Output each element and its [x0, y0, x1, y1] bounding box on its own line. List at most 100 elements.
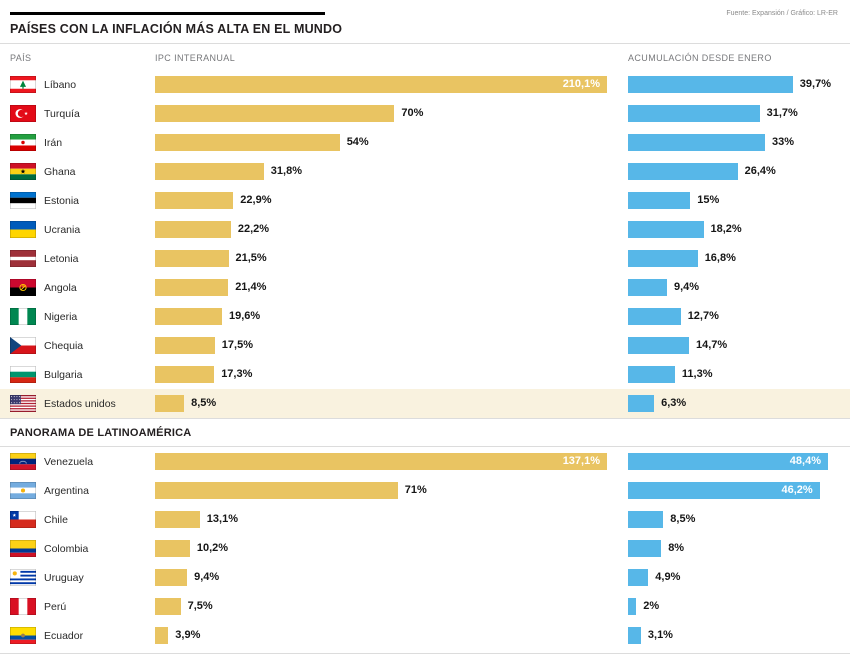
- country-cell: Turquía: [10, 105, 155, 122]
- accum-bar-cell: 8,5%: [628, 511, 840, 528]
- country-cell: Argentina: [10, 482, 155, 499]
- accum-bar-cell: 46,2%: [628, 482, 840, 499]
- country-cell: Chile: [10, 511, 155, 528]
- latvia-flag-icon: [10, 250, 36, 267]
- country-row-bulgaria: Bulgaria 17,3% 11,3%: [0, 360, 850, 389]
- country-cell: Estados unidos: [10, 395, 155, 412]
- country-cell: Bulgaria: [10, 366, 155, 383]
- country-row-venezuela: Venezuela 137,1% 48,4%: [0, 447, 850, 476]
- ipc-bar-cell: 17,3%: [155, 366, 628, 383]
- accum-bar: [628, 627, 641, 644]
- country-row-usa: Estados unidos 8,5% 6,3%: [0, 389, 850, 418]
- uruguay-flag-icon: [10, 569, 36, 586]
- value-label: 8,5%: [191, 397, 217, 409]
- value-label: 21,5%: [235, 252, 267, 264]
- accum-bar-cell: 31,7%: [628, 105, 840, 122]
- chile-flag-icon: [10, 511, 36, 528]
- page-title: PAÍSES CON LA INFLACIÓN MÁS ALTA EN EL M…: [10, 22, 343, 36]
- country-label: Bulgaria: [44, 368, 83, 381]
- value-label: 2%: [643, 600, 660, 612]
- country-row-czechia: Chequia 17,5% 14,7%: [0, 331, 850, 360]
- column-header-pais: PAÍS: [10, 53, 32, 63]
- country-row-angola: Angola 21,4% 9,4%: [0, 273, 850, 302]
- country-cell: Estonia: [10, 192, 155, 209]
- country-cell: Nigeria: [10, 308, 155, 325]
- country-label: Estonia: [44, 194, 80, 207]
- country-row-estonia: Estonia 22,9% 15%: [0, 186, 850, 215]
- value-label: 18,2%: [710, 223, 742, 235]
- ipc-bar-cell: 19,6%: [155, 308, 628, 325]
- bottom-divider: [0, 653, 850, 654]
- value-label: 7,5%: [187, 600, 213, 612]
- accum-bar: [628, 279, 667, 296]
- value-label: 3,1%: [647, 629, 673, 641]
- ipc-bar: 210,1%: [155, 76, 607, 93]
- ipc-bar: [155, 395, 185, 412]
- value-label: 210,1%: [562, 78, 600, 90]
- ipc-bar-cell: 8,5%: [155, 395, 628, 412]
- source-credit: Fuente: Expansión / Gráfico: LR-ER: [726, 10, 838, 17]
- country-cell: Chequia: [10, 337, 155, 354]
- value-label: 21,4%: [235, 281, 267, 293]
- ipc-bar-cell: 54%: [155, 134, 628, 151]
- accum-bar: [628, 511, 664, 528]
- country-label: Ghana: [44, 165, 76, 178]
- accum-bar-cell: 15%: [628, 192, 840, 209]
- ipc-bar: [155, 482, 398, 499]
- country-label: Venezuela: [44, 455, 94, 468]
- ipc-bar: [155, 540, 190, 557]
- accum-bar-cell: 14,7%: [628, 337, 840, 354]
- country-label: Argentina: [44, 484, 89, 497]
- ecuador-flag-icon: [10, 627, 36, 644]
- ipc-bar: [155, 511, 200, 528]
- accum-bar: [628, 366, 675, 383]
- ipc-bar-cell: 10,2%: [155, 540, 628, 557]
- accum-bar-cell: 9,4%: [628, 279, 840, 296]
- country-label: Ucrania: [44, 223, 81, 236]
- ipc-bar-cell: 13,1%: [155, 511, 628, 528]
- accum-bar: [628, 163, 738, 180]
- value-label: 70%: [401, 107, 424, 119]
- column-headers: PAÍS IPC INTERANUAL ACUMULACIÓN DESDE EN…: [0, 53, 850, 67]
- country-cell: Venezuela: [10, 453, 155, 470]
- accum-bar-cell: 3,1%: [628, 627, 840, 644]
- value-label: 54%: [346, 136, 369, 148]
- accum-bar: [628, 221, 704, 238]
- ipc-bar: [155, 279, 229, 296]
- country-row-uruguay: Uruguay 9,4% 4,9%: [0, 563, 850, 592]
- accum-bar: [628, 250, 698, 267]
- accum-bar-cell: 39,7%: [628, 76, 840, 93]
- value-label: 14,7%: [696, 339, 728, 351]
- value-label: 26,4%: [744, 165, 776, 177]
- accum-bar: 46,2%: [628, 482, 820, 499]
- value-label: 13,1%: [206, 513, 238, 525]
- section-header-latinoamerica: PANORAMA DE LATINOAMÉRICA: [0, 418, 850, 447]
- iran-flag-icon: [10, 134, 36, 151]
- value-label: 10,2%: [196, 542, 229, 554]
- value-label: 12,7%: [687, 310, 719, 322]
- ipc-bar-cell: 70%: [155, 105, 628, 122]
- value-label: 71%: [404, 484, 427, 496]
- country-row-turkey: Turquía 70% 31,7%: [0, 99, 850, 128]
- accum-bar-cell: 16,8%: [628, 250, 840, 267]
- value-label: 11,3%: [681, 368, 713, 380]
- accum-bar: [628, 308, 681, 325]
- accum-bar: [628, 337, 689, 354]
- accum-bar-cell: 18,2%: [628, 221, 840, 238]
- ukraine-flag-icon: [10, 221, 36, 238]
- value-label: 4,9%: [655, 571, 681, 583]
- accum-bar-cell: 2%: [628, 598, 840, 615]
- ipc-bar-cell: 21,5%: [155, 250, 628, 267]
- country-label: Ecuador: [44, 629, 84, 642]
- accum-bar: [628, 105, 760, 122]
- country-cell: Ucrania: [10, 221, 155, 238]
- accum-bar-cell: 12,7%: [628, 308, 840, 325]
- country-row-chile: Chile 13,1% 8,5%: [0, 505, 850, 534]
- country-label: Estados unidos: [44, 397, 116, 410]
- ipc-bar-cell: 7,5%: [155, 598, 628, 615]
- lebanon-flag-icon: [10, 76, 36, 93]
- accum-bar-cell: 4,9%: [628, 569, 840, 586]
- ipc-bar: [155, 105, 395, 122]
- country-row-ecuador: Ecuador 3,9% 3,1%: [0, 621, 850, 650]
